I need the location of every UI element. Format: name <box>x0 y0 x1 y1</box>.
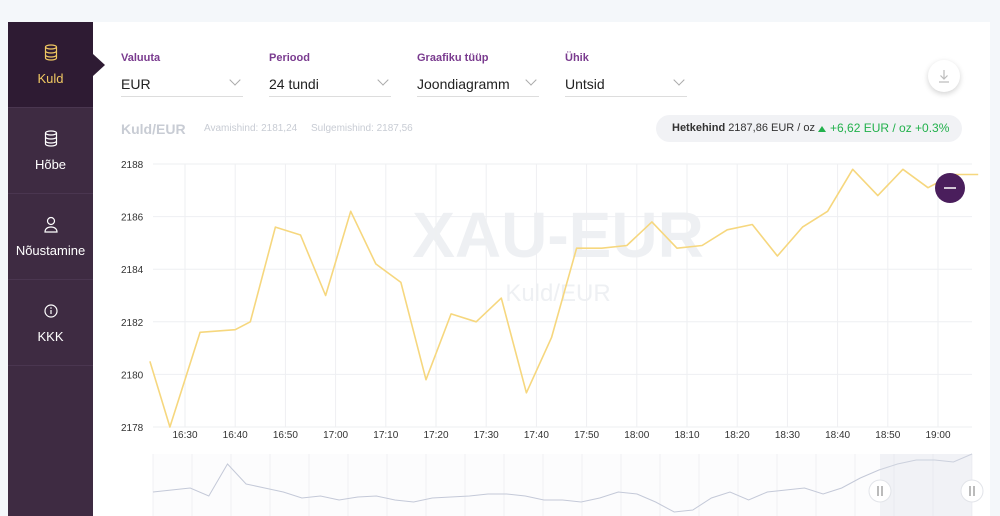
period-value: 24 tundi <box>269 76 319 92</box>
x-tick-label: 18:00 <box>624 430 649 441</box>
x-tick-label: 17:10 <box>373 430 398 441</box>
y-tick-label: 2178 <box>121 423 144 434</box>
navigator-handle[interactable] <box>868 479 892 503</box>
chart-type-control: Graafiku tüüp Joondiagramm <box>417 52 539 97</box>
info-icon <box>8 302 93 324</box>
coins-icon <box>8 130 93 152</box>
y-tick-label: 2184 <box>121 265 144 276</box>
download-icon <box>939 70 949 83</box>
currency-control: Valuuta EUR <box>121 52 243 97</box>
series-line <box>149 168 979 428</box>
chart-type-label: Graafiku tüüp <box>417 52 489 64</box>
arrow-up-icon <box>818 126 826 132</box>
current-price: Hetkehind 2187,86 EUR / oz <box>672 122 815 134</box>
coins-icon <box>8 44 93 66</box>
sidebar-item-kkk[interactable]: KKK <box>8 280 93 366</box>
x-tick-label: 17:00 <box>323 430 348 441</box>
x-tick-label: 16:50 <box>273 430 298 441</box>
symbol-label: Kuld/EUR <box>121 121 186 137</box>
x-tick-label: 18:30 <box>775 430 800 441</box>
x-tick-label: 18:50 <box>875 430 900 441</box>
active-indicator <box>93 54 105 76</box>
sidebar-item-label: Nõustamine <box>15 243 86 258</box>
navigator[interactable] <box>152 453 984 516</box>
x-tick-label: 19:00 <box>925 430 950 441</box>
chevron-down-icon <box>377 74 389 86</box>
price-chart[interactable]: XAU-EUR Kuld/EUR 2178 2180 2182 2184 2186 218… <box>8 22 990 516</box>
current-price-label: Hetkehind <box>672 122 726 134</box>
download-button[interactable] <box>928 60 960 92</box>
chart-watermark: XAU-EUR Kuld/EUR <box>412 199 704 307</box>
navigator-line <box>152 453 973 513</box>
currency-value: EUR <box>121 76 151 92</box>
chevron-down-icon <box>229 74 241 86</box>
period-select[interactable]: 24 tundi <box>269 69 391 97</box>
y-tick-label: 2188 <box>121 160 144 171</box>
person-icon <box>8 216 93 238</box>
y-tick-label: 2186 <box>121 213 144 224</box>
x-tick-label: 16:30 <box>172 430 197 441</box>
x-tick-label: 17:40 <box>524 430 549 441</box>
y-tick-label: 2182 <box>121 318 144 329</box>
sidebar-item-label: Kuld <box>37 71 64 86</box>
navigator-selection[interactable] <box>880 454 972 516</box>
unit-value: Untsid <box>565 76 605 92</box>
watermark-sub: Kuld/EUR <box>505 280 610 307</box>
x-tick-label: 17:50 <box>574 430 599 441</box>
x-axis: 16:30 16:40 16:50 17:00 17:10 17:20 17:30 17:40… <box>172 430 950 441</box>
unit-select[interactable]: Untsid <box>565 69 687 97</box>
sidebar-item-label: KKK <box>37 329 64 344</box>
sidebar-item-hobe[interactable]: Hõbe <box>8 108 93 194</box>
period-control: Periood 24 tundi <box>269 52 391 97</box>
unit-label: Ühik <box>565 52 589 64</box>
x-tick-label: 18:20 <box>725 430 750 441</box>
price-change-value: +6,62 EUR / oz +0.3% <box>830 121 950 135</box>
x-tick-label: 18:40 <box>825 430 850 441</box>
x-tick-label: 18:10 <box>674 430 699 441</box>
watermark-main: XAU-EUR <box>412 199 704 271</box>
sidebar-item-noustamine[interactable]: Nõustamine <box>8 194 93 280</box>
chart-grid <box>153 163 972 428</box>
x-tick-label: 17:30 <box>474 430 499 441</box>
chart-type-select[interactable]: Joondiagramm <box>417 69 539 97</box>
current-price-value: 2187,86 EUR / oz <box>728 122 816 134</box>
period-label: Periood <box>269 52 310 64</box>
zoom-out-button[interactable] <box>935 173 965 203</box>
chart-type-value: Joondiagramm <box>417 76 510 92</box>
close-price: Sulgemishind: 2187,56 <box>311 123 413 134</box>
currency-select[interactable]: EUR <box>121 69 243 97</box>
sidebar-item-kuld[interactable]: Kuld <box>8 22 93 108</box>
chart-series <box>149 168 979 428</box>
open-price: Avamishind: 2181,24 <box>204 123 298 134</box>
currency-label: Valuuta <box>121 52 161 64</box>
x-tick-label: 17:20 <box>423 430 448 441</box>
sidebar-item-label: Hõbe <box>34 157 67 172</box>
x-tick-label: 16:40 <box>223 430 248 441</box>
price-change: +6,62 EUR / oz +0.3% <box>818 121 949 135</box>
unit-control: Ühik Untsid <box>565 52 687 97</box>
sidebar: Kuld Hõbe Nõustamine KKK <box>8 22 93 516</box>
main-card: XAU-EUR Kuld/EUR 2178 2180 2182 2184 2186 218… <box>8 22 990 516</box>
chevron-down-icon <box>525 74 537 86</box>
current-price-badge: Hetkehind 2187,86 EUR / oz +6,62 EUR / oz… <box>656 115 962 142</box>
y-axis: 2178 2180 2182 2184 2186 2188 <box>121 160 144 434</box>
y-tick-label: 2180 <box>121 370 144 381</box>
chevron-down-icon <box>673 74 685 86</box>
navigator-handle[interactable] <box>960 479 984 503</box>
navigator-area <box>153 454 972 516</box>
